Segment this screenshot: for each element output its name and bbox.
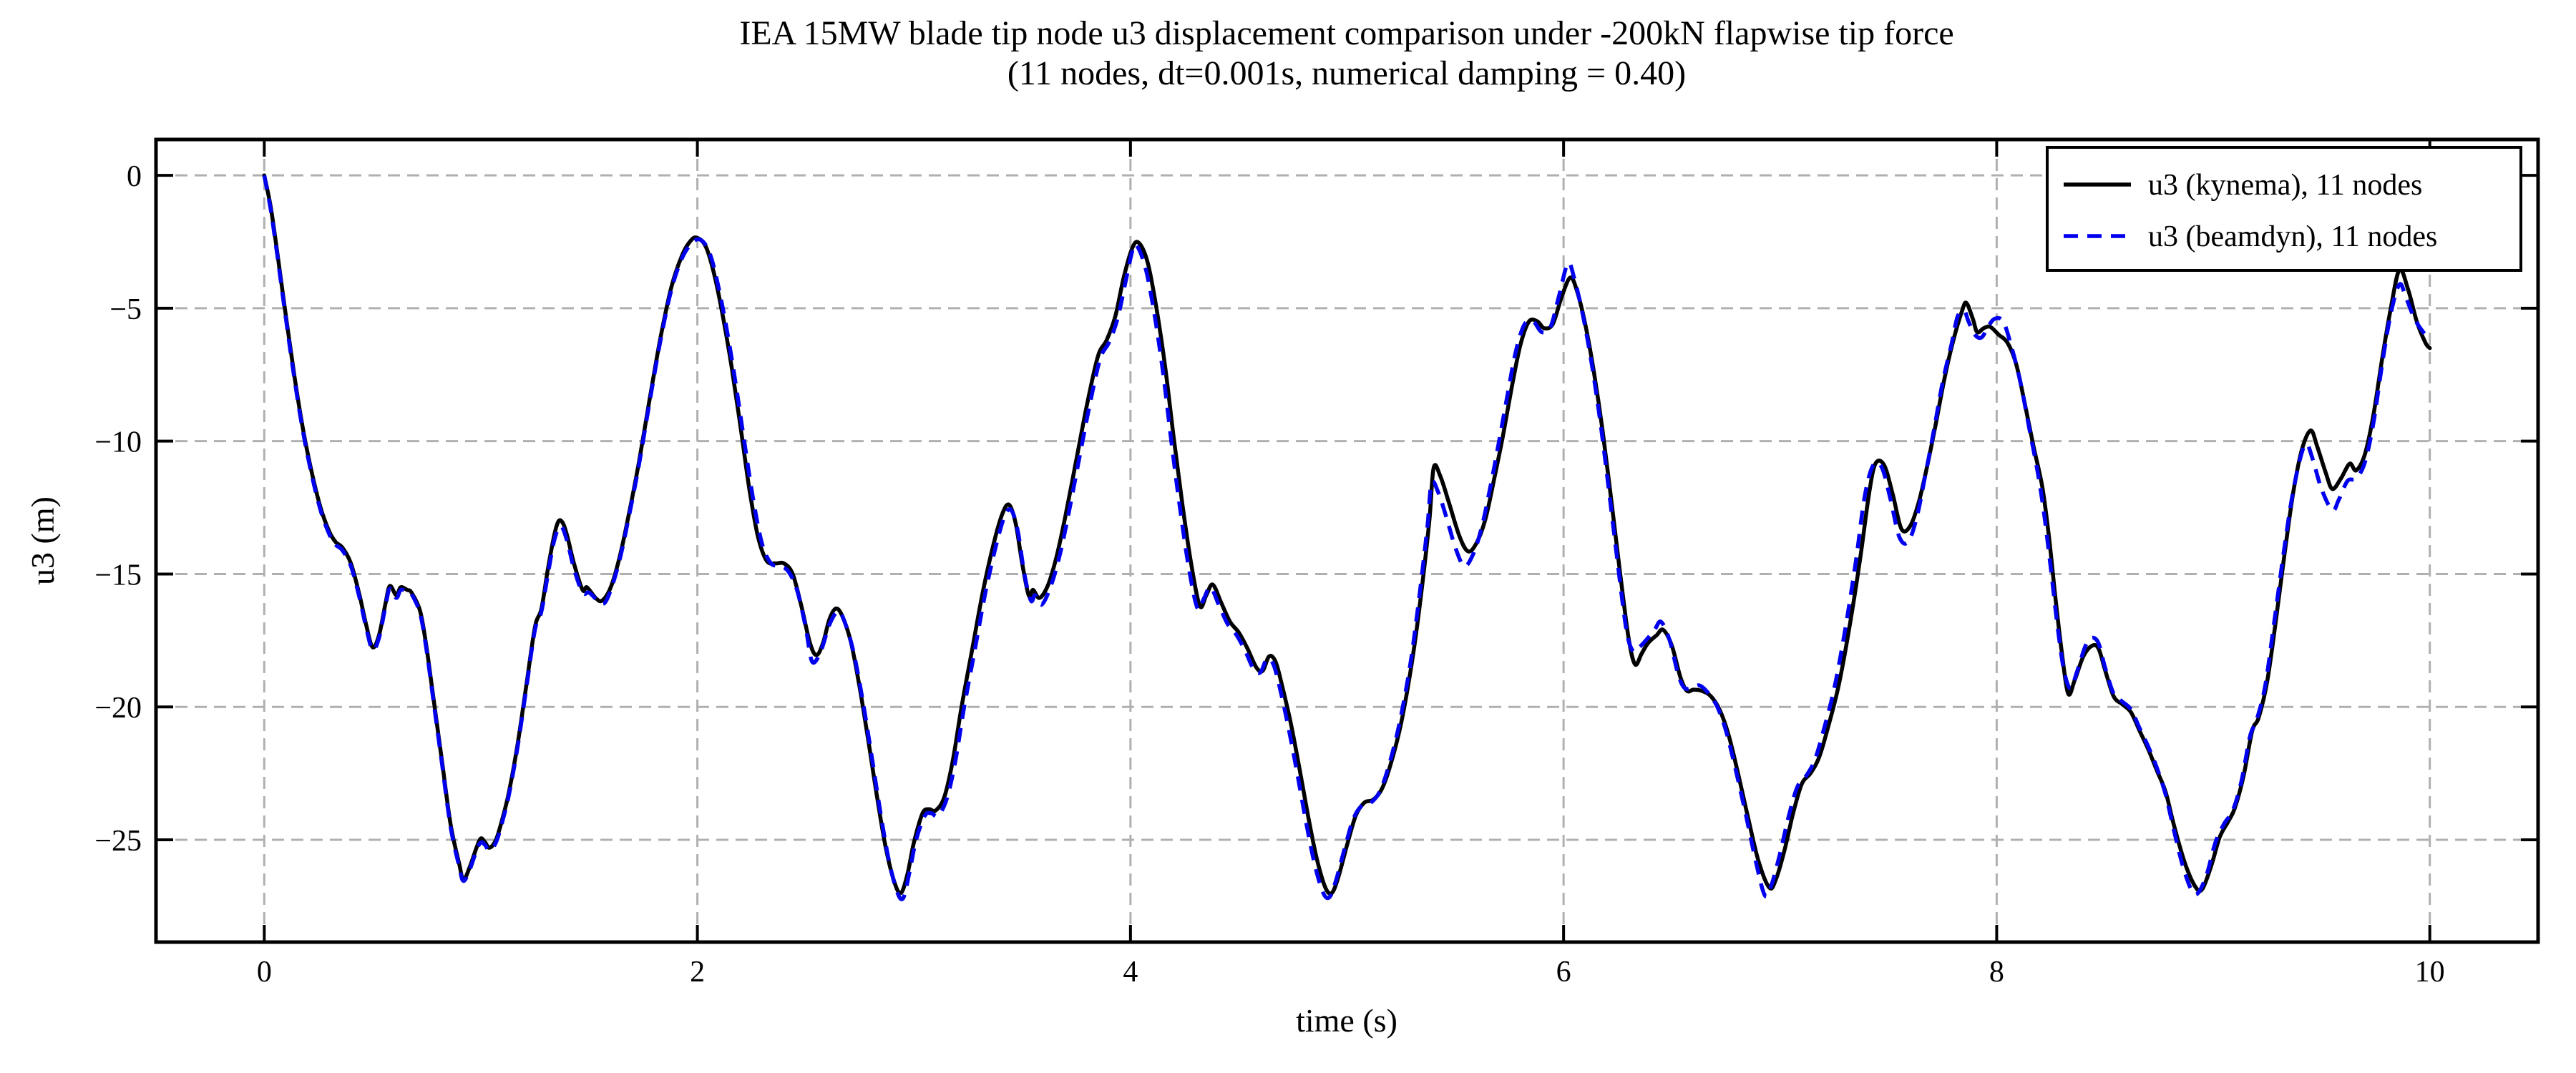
- x-tick-label: 4: [1123, 956, 1138, 989]
- plot-border: [154, 137, 2540, 944]
- x-tick-label: 0: [257, 956, 272, 989]
- axis-tick-labels: 0 2 4 6 8 10 0 −5 −10 −15 −20 −25: [94, 160, 2444, 989]
- y-tick-label: −5: [109, 293, 142, 326]
- x-tick-label: 6: [1556, 956, 1571, 989]
- grid: [156, 139, 2538, 942]
- chart-title-line1: IEA 15MW blade tip node u3 displacement …: [739, 14, 1953, 52]
- x-tick-label: 2: [690, 956, 705, 989]
- y-tick-label: −10: [94, 426, 142, 459]
- legend-frame: [2046, 146, 2522, 272]
- legend-kynema-label: u3 (kynema), 11 nodes: [2148, 169, 2422, 202]
- x-tick-label: 8: [1989, 956, 2004, 989]
- y-tick-label: 0: [127, 160, 142, 193]
- chart-title-line2: (11 nodes, dt=0.001s, numerical damping …: [1008, 54, 1686, 92]
- x-axis-label: time (s): [1296, 1002, 1397, 1039]
- kynema-line: [262, 173, 2432, 896]
- legend: u3 (kynema), 11 nodes u3 (beamdyn), 11 n…: [2046, 146, 2522, 272]
- beamdyn-line: [262, 175, 2431, 901]
- x-tick-label: 10: [2415, 956, 2445, 989]
- legend-beamdyn-label: u3 (beamdyn), 11 nodes: [2148, 220, 2437, 253]
- y-tick-label: −20: [94, 692, 142, 725]
- y-axis-label: u3 (m): [24, 496, 61, 585]
- axis-ticks: [157, 141, 2537, 941]
- y-tick-label: −15: [94, 559, 142, 592]
- y-tick-label: −25: [94, 825, 142, 858]
